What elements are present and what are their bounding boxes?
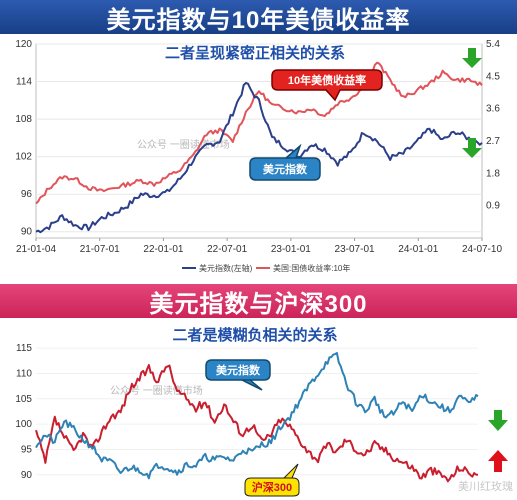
legend-dxy-label: 美元指数(左轴) bbox=[199, 263, 253, 273]
yield-line bbox=[35, 61, 483, 205]
chart-1-subtitle: 二者呈现紧密正相关的关系 bbox=[165, 44, 345, 62]
yield-callout: 10年美债收益率 bbox=[271, 69, 383, 102]
dxy2-callout: 美元指数 bbox=[205, 359, 271, 391]
bottom-watermark: 美川红玫瑰 bbox=[458, 481, 513, 493]
y-left-tick-label: 96 bbox=[21, 189, 33, 200]
chart-2-watermark: 公众号 一圈读懂市场 bbox=[110, 384, 203, 397]
dxy-callout: 美元指数 bbox=[249, 143, 321, 181]
dxy2-line bbox=[35, 352, 479, 480]
chart-dxy-vs-yield: 二者呈现紧密正相关的关系 公众号 一圈读懂市场 90 96 102 108 114 120… bbox=[0, 34, 517, 284]
chart-2-svg: 二者是模糊负相关的关系 公众号 一圈读懂市场 9095100105110115 … bbox=[0, 318, 517, 500]
y-tick-label: 105 bbox=[15, 394, 32, 405]
dxy2-callout-label: 美元指数 bbox=[216, 363, 261, 377]
chart-1-watermark: 公众号 一圈读懂市场 bbox=[137, 138, 230, 151]
y-left-tick-label: 102 bbox=[15, 152, 32, 163]
chart-1-svg: 二者呈现紧密正相关的关系 公众号 一圈读懂市场 90 96 102 108 114 120… bbox=[0, 34, 517, 284]
dxy-line bbox=[35, 82, 483, 234]
dxy-callout-label: 美元指数 bbox=[263, 162, 308, 176]
hs300-line bbox=[35, 364, 479, 483]
x-tick-label: 22-07-01 bbox=[207, 244, 247, 255]
y-right-tick-label: 5.4 bbox=[486, 39, 500, 50]
y-right-tick-label: 3.6 bbox=[486, 104, 500, 115]
legend-1: 美元指数(左轴) 美国:国债收益率:10年 bbox=[182, 263, 350, 273]
plot-area-1 bbox=[35, 43, 483, 239]
y-left-tick-label: 108 bbox=[15, 114, 32, 125]
x-tick-label: 23-07-01 bbox=[335, 244, 375, 255]
y-tick-label: 95 bbox=[21, 444, 33, 455]
y-left-tick-label: 120 bbox=[15, 39, 32, 50]
yield-callout-label: 10年美债收益率 bbox=[288, 73, 366, 87]
y-tick-label: 110 bbox=[16, 368, 32, 379]
y-right-tick-label: 1.8 bbox=[486, 168, 500, 179]
x-tick-label: 21-07-01 bbox=[80, 244, 120, 255]
down-arrow-icon-2 bbox=[462, 138, 482, 158]
y-tick-label: 90 bbox=[21, 470, 33, 481]
top-banner-title: 美元指数与10年美债收益率 bbox=[0, 0, 517, 34]
x-tick-label: 23-01-01 bbox=[271, 244, 311, 255]
x-tick-label: 21-01-04 bbox=[16, 244, 56, 255]
x-tick-label: 24-07-10 bbox=[462, 244, 502, 255]
x-tick-label: 22-01-01 bbox=[143, 244, 183, 255]
y-left-tick-label: 90 bbox=[21, 227, 33, 238]
legend-yield-label: 美国:国债收益率:10年 bbox=[273, 263, 350, 273]
chart-2-subtitle: 二者是模糊负相关的关系 bbox=[172, 326, 337, 344]
chart-dxy-vs-hs300: 二者是模糊负相关的关系 公众号 一圈读懂市场 90 95 100 105 110 115 … bbox=[0, 318, 517, 500]
y-right-tick-label: 4.5 bbox=[486, 71, 500, 82]
y-tick-label: 115 bbox=[16, 343, 32, 354]
hs300-callout: 沪深300 bbox=[244, 463, 300, 497]
down-arrow-icon bbox=[462, 48, 482, 68]
y-right-tick-label: 0.9 bbox=[486, 201, 500, 212]
middle-banner-title: 美元指数与沪深300 bbox=[0, 284, 517, 318]
x-tick-label: 24-01-01 bbox=[398, 244, 438, 255]
y-right-tick-label: 2.7 bbox=[486, 136, 500, 147]
up-arrow-icon bbox=[488, 450, 508, 472]
y-left-tick-label: 114 bbox=[16, 77, 32, 88]
y-tick-label: 100 bbox=[15, 419, 32, 430]
down-arrow-icon-3 bbox=[488, 410, 508, 431]
hs300-callout-label: 沪深300 bbox=[252, 480, 292, 494]
